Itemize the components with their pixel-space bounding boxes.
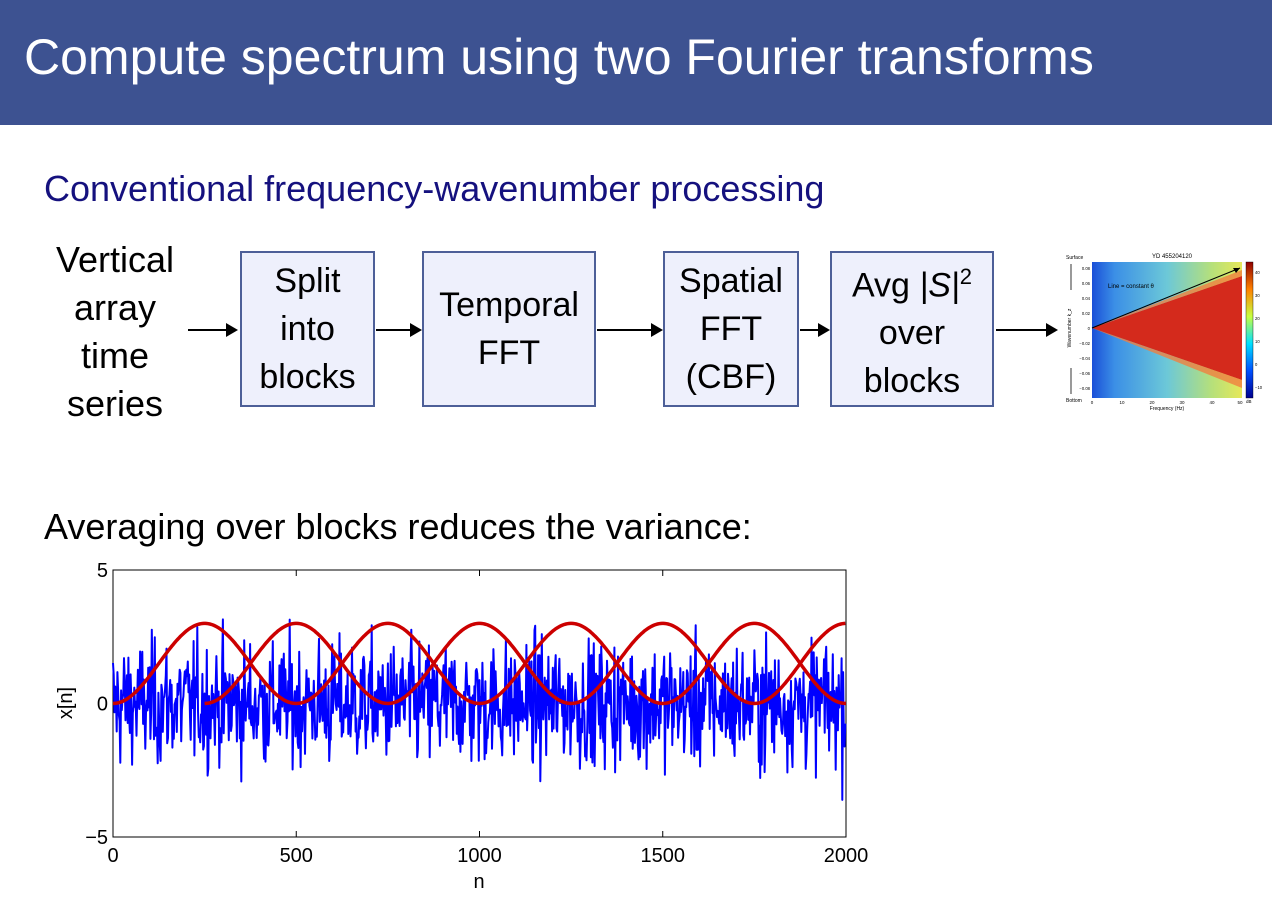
fk-xticks: 0 10 20 30 40 50	[1091, 400, 1243, 405]
x-tick-label: 0	[107, 845, 118, 867]
x-tick-labels: 0 500 1000 1500 2000	[107, 845, 868, 867]
fk-constant-theta-line	[1091, 267, 1241, 329]
fk-cb-tick: 20	[1255, 316, 1260, 321]
fk-ytick: 0.04	[1082, 296, 1091, 301]
flow-input-text: Vertical array time series	[55, 239, 175, 424]
fk-xtick: 30	[1179, 400, 1185, 405]
fk-energy-wedge	[1092, 276, 1242, 380]
fk-energy-edge	[1092, 328, 1242, 388]
fk-xtick: 10	[1119, 400, 1125, 405]
temporal-fft-label: Temporal FFT	[439, 286, 579, 372]
avg-label-prefix: Avg	[851, 266, 920, 305]
fk-xtick: 20	[1149, 400, 1155, 405]
flow-input-label: Vertical array time series	[50, 236, 180, 428]
fk-cb-tick: 10	[1255, 339, 1260, 344]
x-tick-label: 2000	[824, 845, 869, 867]
flow-arrow	[996, 323, 1058, 337]
fk-ytick: −0.08	[1079, 386, 1090, 391]
fk-ytick: −0.02	[1079, 341, 1090, 346]
window-curve-2	[204, 621, 846, 706]
slide-title: Compute spectrum using two Fourier trans…	[24, 29, 1094, 85]
fk-arrowhead	[1233, 268, 1240, 273]
x-axis-label: n	[473, 871, 484, 893]
fk-bottom-label: Bottom	[1066, 398, 1082, 404]
abs-s-label: |S|	[919, 266, 960, 305]
split-blocks-box: Split into blocks	[240, 251, 375, 407]
fk-ytick: −0.04	[1079, 356, 1090, 361]
axis-ticks	[112, 569, 847, 838]
y-tick-label: 0	[97, 694, 108, 716]
fk-colorbar-unit: dB	[1246, 399, 1252, 404]
split-blocks-label: Split into blocks	[259, 262, 356, 396]
x-tick-label: 500	[280, 845, 313, 867]
fk-cb-tick: 30	[1255, 293, 1260, 298]
y-tick-labels: 5 0 −5	[85, 560, 108, 849]
fk-ylabel: Wavenumber k_z	[1067, 308, 1073, 347]
fk-annotation: Line = constant θ	[1108, 284, 1155, 290]
fk-xtick: 0	[1091, 400, 1094, 405]
fk-ytick: 0.06	[1082, 281, 1091, 286]
fk-ytick: 0.02	[1082, 311, 1091, 316]
section-subtitle: Conventional frequency-wavenumber proces…	[44, 168, 825, 209]
fk-cb-tick: −10	[1255, 385, 1263, 390]
time-series-chart: 50−5 0 500 1000 1500 2000 x[n] n	[55, 560, 868, 893]
fk-ytick: −0.06	[1079, 371, 1090, 376]
y-tick-label: −5	[85, 827, 108, 849]
spatial-fft-box: Spatial FFT (CBF)	[663, 251, 799, 407]
avg-label-rest: over blocks	[863, 314, 961, 401]
flow-arrow	[188, 323, 238, 337]
avg-power-label: Avg |S|2 over blocks	[852, 253, 972, 405]
fk-ytick: 0.08	[1082, 266, 1091, 271]
fk-xlabel: Frequency (Hz)	[1150, 406, 1185, 412]
series-group	[112, 618, 847, 801]
fk-energy-edge	[1092, 270, 1242, 328]
fk-colorbar-ticks: 40 30 20 10 0 −10	[1255, 270, 1263, 390]
fk-title: YD 455204120	[1152, 254, 1193, 260]
fk-top-label: Surface	[1066, 255, 1083, 261]
title-bar: Compute spectrum using two Fourier trans…	[0, 0, 1272, 125]
x-tick-label: 1000	[457, 845, 502, 867]
noise-signal-line	[112, 618, 847, 801]
fk-ytick: 0	[1088, 326, 1091, 331]
temporal-fft-box: Temporal FFT	[422, 251, 596, 407]
fk-cb-tick: 0	[1255, 362, 1258, 367]
x-tick-label: 1500	[641, 845, 686, 867]
window-curve-1	[112, 621, 847, 706]
flow-arrow	[597, 323, 663, 337]
fk-colorbar	[1245, 261, 1254, 399]
fk-xtick: 40	[1209, 400, 1215, 405]
exponent-label: 2	[959, 263, 972, 289]
flow-arrow	[376, 323, 422, 337]
fk-yticks: 0.08 0.06 0.04 0.02 0 −0.02 −0.04 −0.06 …	[1079, 266, 1090, 391]
fk-xtick: 50	[1237, 400, 1243, 405]
flow-arrow	[800, 323, 830, 337]
fk-cb-tick: 40	[1255, 270, 1260, 275]
spatial-fft-label: Spatial FFT (CBF)	[679, 262, 783, 396]
fk-spectrum-thumbnail: YD 455204120 Surface Bottom Line = const…	[1066, 254, 1263, 412]
avg-power-box: Avg |S|2 over blocks	[830, 251, 994, 407]
variance-note: Averaging over blocks reduces the varian…	[44, 506, 752, 547]
y-tick-label: 5	[97, 560, 108, 582]
y-axis-label: x[n]	[55, 687, 77, 719]
